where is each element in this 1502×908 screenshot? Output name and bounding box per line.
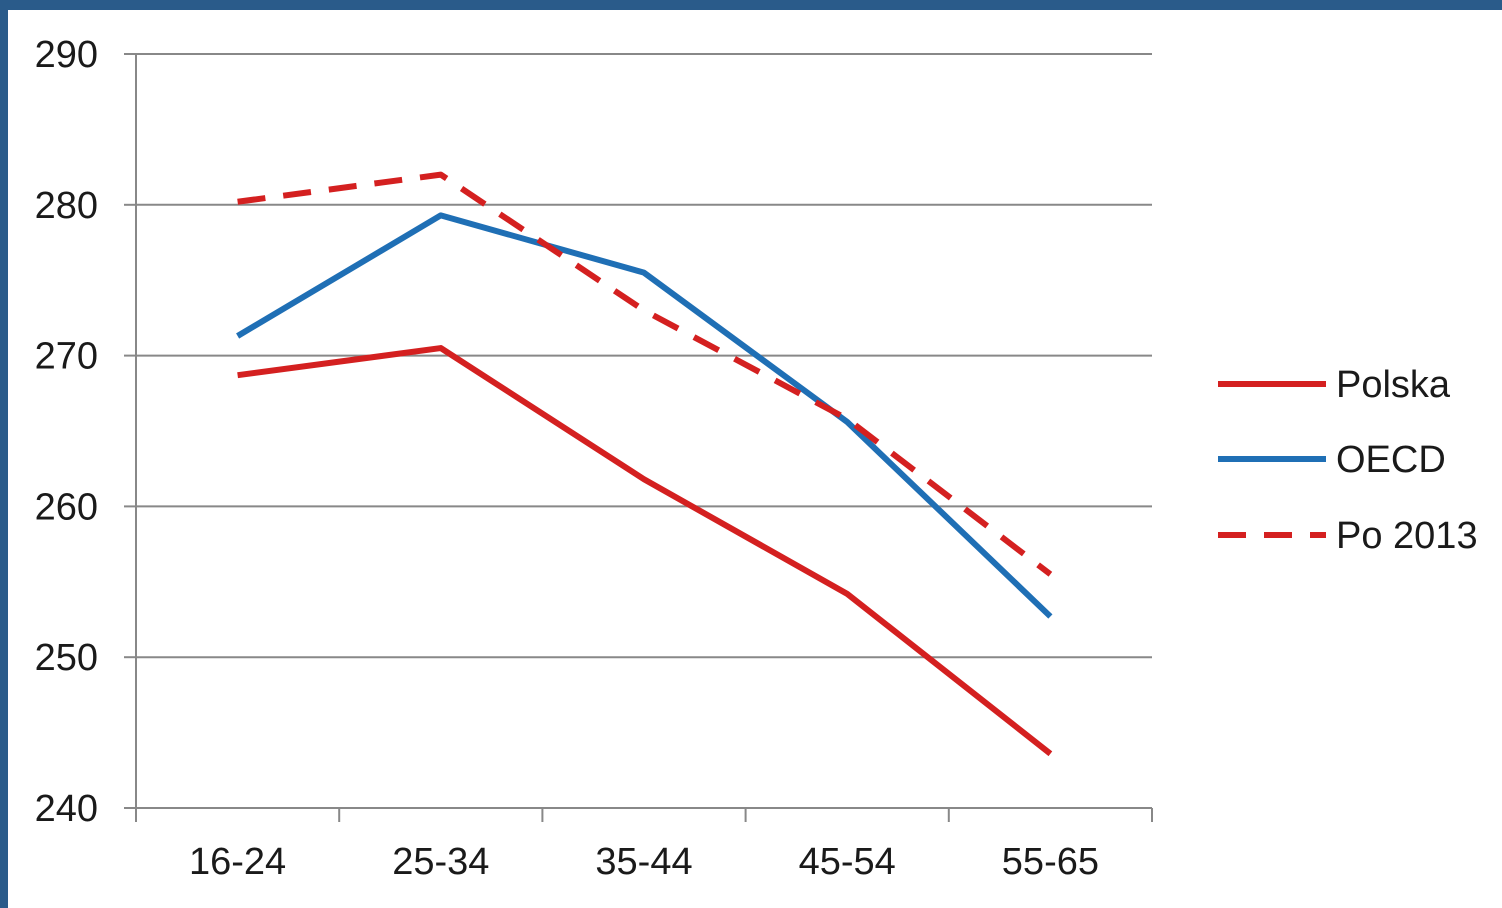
series-line-oecd — [236, 212, 1053, 619]
series-layer — [236, 171, 1053, 757]
x-tick-label: 16-24 — [189, 841, 286, 883]
y-tick-label: 240 — [35, 788, 98, 830]
y-tick-label: 260 — [35, 486, 98, 528]
axis-layer: 240 250 260 270 280 290 16-24 25-34 35-44 45-54 55… — [35, 34, 1153, 883]
grid-layer — [136, 53, 1152, 809]
x-tick-label: 55-65 — [1002, 841, 1099, 883]
x-tick-label: 35-44 — [595, 841, 692, 883]
legend-label: Polska — [1336, 364, 1451, 406]
series-line-po-2013 — [237, 171, 1053, 577]
y-tick-label: 270 — [35, 336, 98, 378]
legend: Polska OECD Po 2013 — [1218, 364, 1478, 557]
y-tick-label: 290 — [35, 34, 98, 76]
legend-label: OECD — [1336, 439, 1446, 481]
series-line-polska — [237, 345, 1053, 757]
legend-label: Po 2013 — [1336, 515, 1478, 557]
y-tick-label: 280 — [35, 185, 98, 227]
x-tick-label: 45-54 — [799, 841, 896, 883]
y-tick-label: 250 — [35, 637, 98, 679]
x-tick-label: 25-34 — [392, 841, 489, 883]
